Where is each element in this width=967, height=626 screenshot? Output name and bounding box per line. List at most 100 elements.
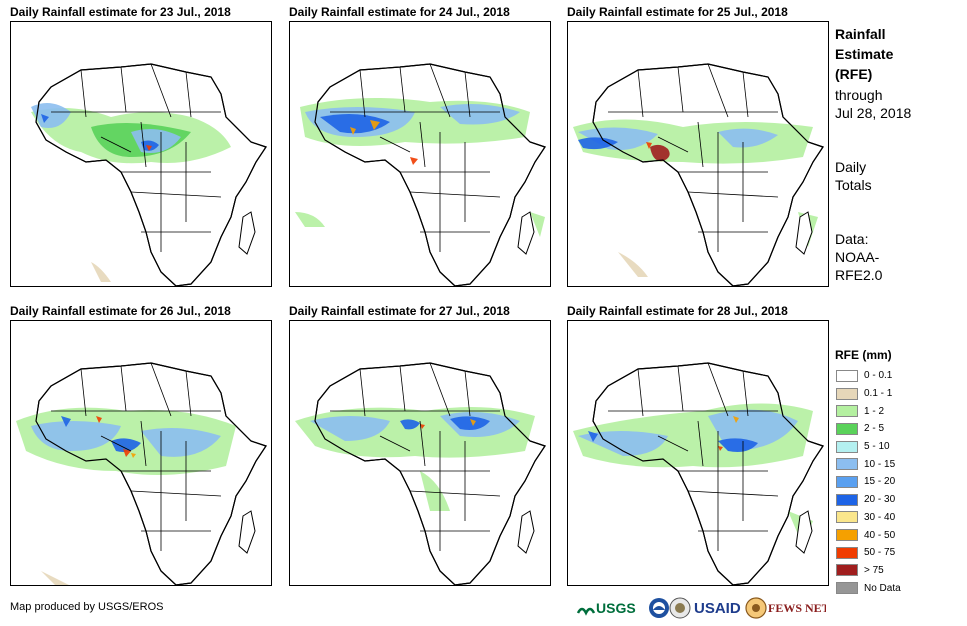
coastline <box>314 63 546 286</box>
legend-label: 40 - 50 <box>864 529 896 541</box>
country-border <box>677 66 684 113</box>
usaid-logo-text: USAID <box>694 600 741 617</box>
map-title: Daily Rainfall estimate for 24 Jul., 201… <box>289 5 510 19</box>
map-panel: Daily Rainfall estimate for 23 Jul., 201… <box>10 4 272 287</box>
rainfall-area <box>91 262 111 282</box>
country-border <box>409 191 501 198</box>
rainfall-area <box>578 137 618 150</box>
country-border <box>130 191 222 198</box>
madagascar-outline <box>795 211 813 255</box>
side-through: through <box>835 87 883 103</box>
rainfall-map <box>573 362 824 585</box>
legend-swatch <box>836 511 858 524</box>
rainfall-area <box>733 416 739 423</box>
doi-seal-logo <box>669 597 691 619</box>
legend-item: 30 - 40 <box>836 509 956 527</box>
map-frame <box>289 21 551 287</box>
map-frame <box>10 21 272 287</box>
legend-item: No Data <box>836 579 956 597</box>
country-border <box>140 121 147 168</box>
side-data-source-2: RFE2.0 <box>835 267 883 283</box>
country-border <box>185 370 192 417</box>
coastline <box>314 362 546 585</box>
country-border <box>677 365 684 412</box>
country-border <box>100 136 132 153</box>
legend-label: 15 - 20 <box>864 476 896 488</box>
legend-swatch <box>836 475 858 488</box>
legend-title: RFE (mm) <box>835 348 892 362</box>
map-panel: Daily Rainfall estimate for 26 Jul., 201… <box>10 303 272 586</box>
legend-item: 50 - 75 <box>836 544 956 562</box>
country-border <box>687 191 779 198</box>
rainfall-area <box>420 424 425 429</box>
country-border <box>464 71 471 118</box>
rainfall-area <box>61 416 141 452</box>
side-info: Rainfall Estimate (RFE) through Jul 28, … <box>835 24 960 284</box>
rainfall-area <box>650 144 670 162</box>
side-title-2: Estimate <box>835 46 894 62</box>
rainfall-area <box>410 157 418 165</box>
legend-swatch <box>836 564 858 577</box>
fews-net-logo: FEWS NET <box>745 597 830 619</box>
coastline <box>35 362 267 585</box>
legend-swatch <box>836 369 858 382</box>
map-panel: Daily Rainfall estimate for 24 Jul., 201… <box>289 4 551 287</box>
country-border <box>80 368 87 417</box>
country-border <box>657 435 689 452</box>
rainfall-area <box>41 571 69 585</box>
legend-item: 15 - 20 <box>836 473 956 491</box>
map-panel: Daily Rainfall estimate for 25 Jul., 201… <box>567 4 829 287</box>
legend-swatch <box>836 458 858 471</box>
coastline <box>35 63 267 286</box>
rainfall-map <box>295 63 546 286</box>
legend-item: 0 - 0.1 <box>836 367 956 385</box>
legend-swatch <box>836 440 858 453</box>
legend-label: No Data <box>864 582 901 594</box>
legend-swatch <box>836 405 858 418</box>
country-border <box>419 121 426 168</box>
legend-label: 50 - 75 <box>864 547 896 559</box>
country-border <box>409 490 501 497</box>
credit-text: Map produced by USGS/EROS <box>10 601 164 613</box>
map-panel: Daily Rainfall estimate for 27 Jul., 201… <box>289 303 551 586</box>
usgs-logo: USGS <box>576 600 636 616</box>
rainfall-area <box>470 419 476 426</box>
map-title: Daily Rainfall estimate for 25 Jul., 201… <box>567 5 788 19</box>
rainfall-area <box>350 120 380 135</box>
fews-net-logo-text: FEWS NET <box>768 601 826 615</box>
legend-label: 2 - 5 <box>864 423 885 435</box>
legend-label: > 75 <box>864 564 884 576</box>
legend-label: 0 - 0.1 <box>864 370 893 382</box>
rainfall-area <box>646 142 652 149</box>
country-border <box>707 362 729 417</box>
legend-label: 5 - 10 <box>864 441 890 453</box>
noaa-logo <box>649 598 669 618</box>
legend-swatch <box>836 582 858 595</box>
side-title-1: Rainfall <box>835 26 886 42</box>
rainfall-map <box>16 362 267 585</box>
legend-label: 0.1 - 1 <box>864 388 893 400</box>
rainfall-area <box>146 145 152 151</box>
rainfall-area <box>618 252 648 277</box>
madagascar-outline <box>238 510 256 554</box>
country-border <box>742 370 749 417</box>
rainfall-map <box>573 63 824 286</box>
usaid-logo: USAID <box>694 600 741 617</box>
country-border <box>464 370 471 417</box>
country-border <box>150 63 172 118</box>
legend-swatch <box>836 387 858 400</box>
country-border <box>120 365 127 412</box>
legend-item: 10 - 15 <box>836 455 956 473</box>
country-border <box>399 66 406 113</box>
country-border <box>399 365 406 412</box>
map-title: Daily Rainfall estimate for 28 Jul., 201… <box>567 304 788 318</box>
rainfall-map <box>31 63 267 286</box>
side-title-3: (RFE) <box>835 66 873 82</box>
country-border <box>687 490 779 497</box>
rainfall-area <box>573 119 818 247</box>
country-border <box>419 420 426 467</box>
country-border <box>742 71 749 118</box>
legend-swatch <box>836 493 858 506</box>
legend-item: 5 - 10 <box>836 438 956 456</box>
side-date: Jul 28, 2018 <box>835 105 912 121</box>
